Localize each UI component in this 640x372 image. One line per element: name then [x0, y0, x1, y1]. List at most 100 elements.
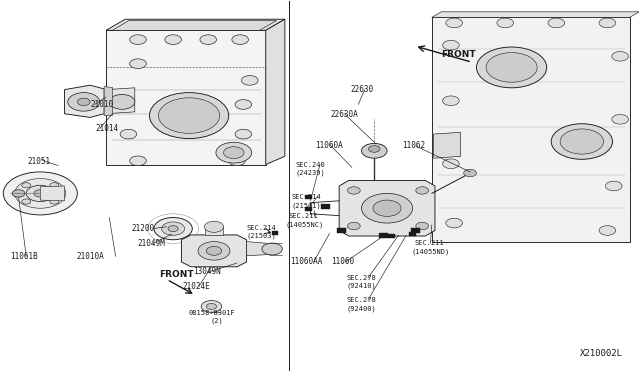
Text: (2): (2) — [210, 318, 223, 324]
Text: SEC.278: SEC.278 — [347, 297, 376, 303]
Circle shape — [443, 159, 460, 169]
Text: 22630: 22630 — [351, 85, 374, 94]
Circle shape — [416, 222, 429, 230]
Text: (21501): (21501) — [292, 202, 322, 209]
Text: (24239): (24239) — [296, 170, 326, 176]
Circle shape — [476, 47, 547, 88]
Circle shape — [117, 100, 134, 109]
Circle shape — [262, 243, 282, 255]
Ellipse shape — [111, 93, 127, 108]
Circle shape — [612, 51, 628, 61]
Circle shape — [548, 18, 564, 28]
Bar — [305, 195, 312, 199]
Circle shape — [362, 143, 387, 158]
Text: 21024E: 21024E — [182, 282, 211, 291]
Circle shape — [150, 93, 228, 138]
Circle shape — [68, 93, 100, 111]
Circle shape — [109, 94, 135, 109]
Bar — [410, 232, 416, 236]
Circle shape — [15, 179, 66, 208]
Text: (14055ND): (14055ND) — [412, 249, 450, 255]
Text: 08158-8301F: 08158-8301F — [188, 310, 235, 316]
Polygon shape — [65, 85, 104, 118]
Text: 11060AA: 11060AA — [290, 257, 323, 266]
Circle shape — [235, 100, 252, 109]
Circle shape — [232, 35, 248, 44]
Circle shape — [130, 156, 147, 166]
Circle shape — [77, 98, 90, 106]
Text: 21010: 21010 — [90, 100, 113, 109]
Bar — [321, 204, 330, 209]
Bar — [411, 228, 420, 233]
Circle shape — [162, 222, 184, 235]
Circle shape — [22, 199, 31, 204]
Circle shape — [200, 35, 216, 44]
Circle shape — [443, 96, 460, 106]
Text: SEC.214: SEC.214 — [292, 194, 322, 200]
Circle shape — [362, 193, 413, 223]
Circle shape — [560, 129, 604, 154]
Polygon shape — [106, 19, 285, 31]
Circle shape — [12, 190, 25, 197]
Circle shape — [198, 241, 230, 260]
Text: 13049N: 13049N — [193, 267, 221, 276]
Text: 11060A: 11060A — [315, 141, 342, 150]
Circle shape — [206, 246, 221, 255]
Bar — [272, 231, 278, 235]
Bar — [337, 228, 346, 234]
Polygon shape — [181, 235, 246, 267]
Circle shape — [348, 222, 360, 230]
Circle shape — [216, 142, 252, 163]
Circle shape — [373, 200, 401, 217]
Text: FRONT: FRONT — [442, 50, 476, 59]
Circle shape — [130, 35, 147, 44]
Text: 21200: 21200 — [132, 224, 155, 233]
Polygon shape — [40, 186, 65, 201]
Text: 21051: 21051 — [28, 157, 51, 166]
Polygon shape — [113, 21, 276, 31]
Text: (92410): (92410) — [347, 283, 376, 289]
Circle shape — [130, 59, 147, 68]
Circle shape — [206, 304, 216, 310]
Circle shape — [26, 185, 54, 202]
Circle shape — [50, 199, 59, 204]
Polygon shape — [106, 88, 135, 114]
Text: X210002L: X210002L — [580, 349, 623, 358]
Circle shape — [369, 145, 380, 152]
Text: (14055NC): (14055NC) — [285, 222, 324, 228]
Circle shape — [348, 187, 360, 194]
Circle shape — [241, 76, 258, 85]
Text: 21014: 21014 — [95, 124, 118, 133]
Text: 11062: 11062 — [402, 141, 425, 151]
Text: SEC.278: SEC.278 — [347, 275, 376, 281]
Circle shape — [34, 190, 47, 197]
Circle shape — [612, 115, 628, 124]
Circle shape — [464, 169, 476, 177]
Circle shape — [201, 301, 221, 312]
Bar — [379, 233, 388, 238]
Polygon shape — [432, 12, 639, 17]
Text: FRONT: FRONT — [159, 270, 194, 279]
Circle shape — [3, 172, 77, 215]
Bar — [305, 208, 312, 211]
Polygon shape — [104, 87, 113, 116]
Polygon shape — [205, 227, 223, 235]
Polygon shape — [434, 132, 461, 158]
Circle shape — [486, 52, 537, 82]
Text: 11061B: 11061B — [10, 252, 38, 261]
Circle shape — [154, 218, 192, 240]
Polygon shape — [432, 17, 630, 242]
Circle shape — [443, 40, 460, 50]
Text: (92400): (92400) — [347, 305, 376, 312]
Circle shape — [551, 124, 612, 159]
Polygon shape — [266, 19, 285, 164]
Circle shape — [22, 183, 31, 188]
Text: 22630A: 22630A — [330, 110, 358, 119]
Polygon shape — [339, 180, 435, 236]
Text: 11060: 11060 — [332, 257, 355, 266]
Text: (21503): (21503) — [246, 233, 276, 239]
Circle shape — [605, 181, 622, 191]
Bar — [388, 234, 395, 238]
Circle shape — [228, 156, 245, 166]
Circle shape — [235, 129, 252, 139]
